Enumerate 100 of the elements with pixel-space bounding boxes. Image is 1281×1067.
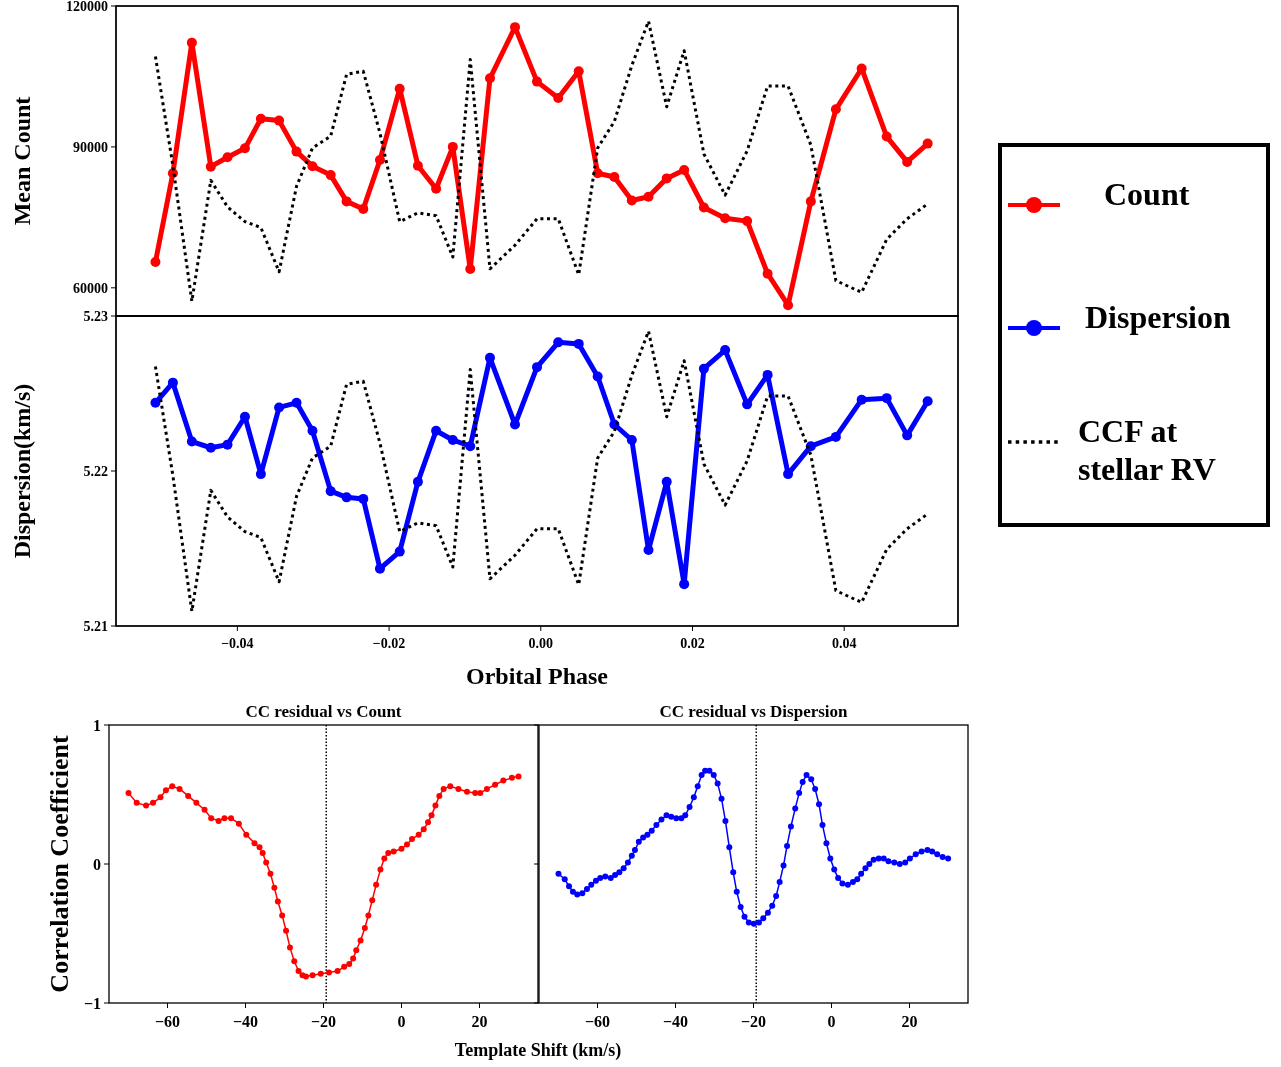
point (274, 402, 285, 413)
point (465, 441, 476, 452)
point (762, 369, 773, 380)
x-tick-label: 0 (827, 1013, 836, 1030)
point (626, 195, 637, 206)
point (679, 579, 690, 590)
point (720, 213, 731, 224)
point (222, 439, 233, 450)
point (553, 337, 564, 348)
x-tick-label: −20 (310, 1013, 337, 1030)
x-tick-label: 20 (471, 1013, 488, 1030)
point (532, 76, 542, 87)
point (325, 170, 336, 181)
x-tick-label: 0 (397, 1013, 406, 1030)
point (661, 173, 672, 184)
x-tick-label: −20 (740, 1013, 767, 1030)
point (762, 268, 773, 279)
chart-title: CC residual vs Dispersion (659, 702, 849, 721)
point (679, 164, 690, 175)
point (167, 377, 178, 388)
point (922, 138, 933, 149)
point (374, 563, 385, 574)
point (661, 476, 672, 487)
point (239, 411, 250, 422)
point (394, 546, 405, 557)
point (609, 171, 620, 182)
legend-label: Dispersion (1085, 299, 1231, 335)
point (447, 435, 458, 445)
point (291, 397, 302, 408)
point (341, 492, 352, 503)
point (805, 196, 816, 207)
y-axis-title: Mean Count (9, 96, 35, 226)
x-tick-label: −60 (584, 1013, 611, 1030)
y-tick-label: 1 (93, 716, 101, 734)
point (394, 83, 405, 94)
x-tick-label: −0.04 (221, 636, 254, 651)
x-axis-title: Orbital Phase (466, 663, 609, 689)
x-tick-label: 0.04 (831, 636, 857, 651)
point (412, 476, 423, 487)
y-tick-label: 120000 (66, 0, 108, 14)
point (783, 469, 794, 480)
point (532, 362, 542, 373)
y-tick-label: 5.23 (83, 308, 108, 324)
point (783, 300, 794, 311)
x-tick-label: −0.02 (372, 636, 406, 651)
point (922, 396, 933, 407)
point (484, 73, 495, 84)
point (274, 115, 285, 126)
x-axis-title: Template Shift (km/s) (454, 1040, 622, 1061)
point (626, 435, 637, 445)
y-axis-title: Dispersion(km/s) (9, 383, 35, 559)
point (592, 371, 603, 382)
point (341, 196, 352, 207)
point (222, 152, 233, 163)
point (573, 338, 584, 349)
point (742, 216, 753, 227)
x-tick-label: −40 (232, 1013, 259, 1030)
x-tick-label: 20 (901, 1013, 918, 1030)
point (150, 397, 161, 408)
y-tick-label: 5.22 (83, 463, 108, 479)
y-tick-label: 60000 (73, 280, 108, 296)
point (205, 161, 216, 172)
point (431, 425, 442, 436)
point (307, 161, 318, 172)
point (881, 131, 892, 142)
point (553, 93, 564, 104)
point (186, 37, 197, 48)
point (239, 143, 250, 154)
point (374, 155, 385, 166)
point (592, 168, 603, 179)
y-axis-title: Correlation Coefficient (45, 735, 74, 993)
x-tick-label: −40 (662, 1013, 689, 1030)
point (412, 160, 423, 171)
point (447, 141, 458, 152)
point (307, 425, 318, 436)
y-tick-label: 90000 (73, 139, 108, 155)
point (881, 393, 892, 404)
point (205, 442, 216, 453)
legend-label: CCF at stellar RV (1078, 413, 1216, 487)
point (720, 345, 731, 356)
point (358, 203, 369, 214)
point (698, 363, 709, 374)
point (902, 156, 913, 167)
point (325, 486, 336, 497)
point (255, 469, 266, 480)
point (186, 436, 197, 447)
point (150, 256, 161, 267)
y-tick-label: 5.21 (83, 618, 108, 634)
y-tick-label: −1 (83, 994, 101, 1012)
point (856, 394, 867, 405)
y-tick-label: 0 (93, 855, 101, 873)
point (465, 264, 476, 275)
x-tick-label: 0.02 (680, 636, 705, 651)
point (291, 146, 302, 157)
chart-title: CC residual vs Count (245, 702, 402, 721)
point (643, 191, 654, 202)
point (830, 104, 841, 115)
point (431, 183, 442, 194)
point (255, 113, 266, 124)
point (484, 352, 495, 363)
